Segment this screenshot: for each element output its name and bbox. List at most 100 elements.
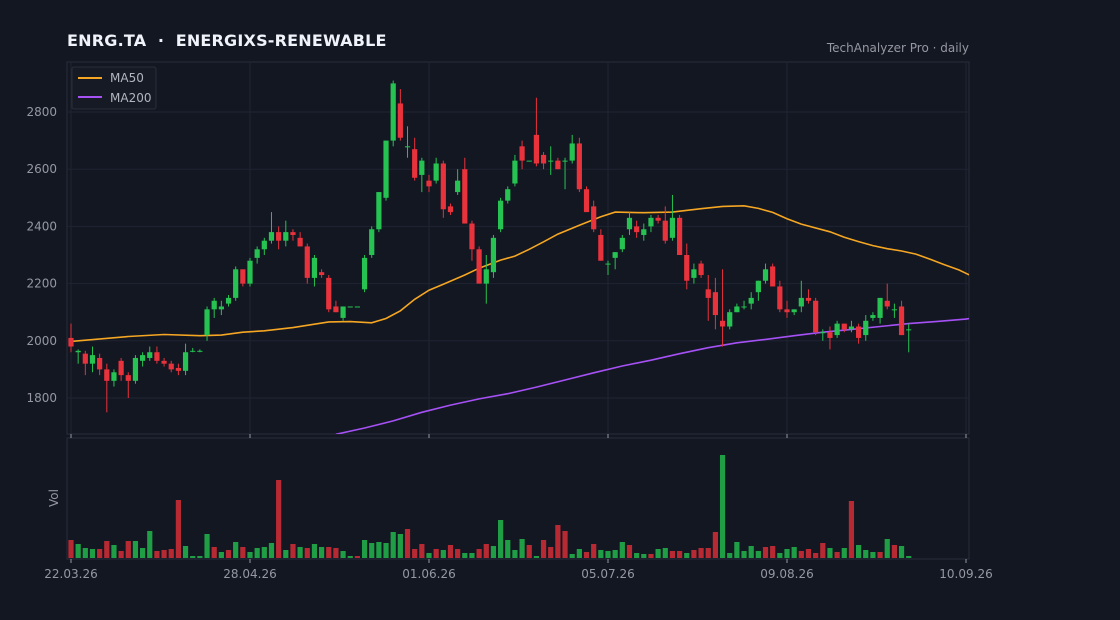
candle-body <box>856 326 862 338</box>
candle-body <box>462 169 468 224</box>
candle-body <box>154 352 160 361</box>
company-name: ENERGIXS-RENEWABLE <box>175 31 387 50</box>
volume-bar <box>669 551 676 558</box>
candle-body <box>748 297 754 304</box>
candle-body <box>125 375 131 381</box>
candle-body <box>848 326 855 330</box>
candle-body <box>626 217 633 230</box>
candle-body <box>712 292 718 316</box>
volume-bar <box>898 546 905 558</box>
volume-bar <box>490 546 497 558</box>
candle-body <box>891 309 897 311</box>
candle-body <box>225 297 232 304</box>
candle-body <box>805 297 812 301</box>
volume-bar <box>290 544 296 558</box>
volume-bar <box>97 549 103 558</box>
volume-bar <box>182 546 189 558</box>
candle-body <box>755 280 761 293</box>
candle-body <box>841 323 847 330</box>
candle-body <box>677 217 683 255</box>
candle-body <box>898 306 905 336</box>
volume-bar <box>662 548 668 558</box>
candle-body <box>89 355 96 364</box>
volume-bar <box>856 545 862 558</box>
candle-body <box>476 249 482 284</box>
volume-bar <box>691 550 697 558</box>
candle-body <box>404 146 411 148</box>
candle-body <box>147 352 153 358</box>
volume-bar <box>784 549 790 558</box>
candlestick-series <box>68 80 912 413</box>
volume-bar <box>798 551 804 558</box>
volume-bar <box>261 547 267 558</box>
volume-bar <box>712 532 718 558</box>
candle-body <box>440 163 446 210</box>
candle-body <box>390 83 396 141</box>
volume-bar <box>333 548 339 558</box>
candle-body <box>276 232 282 241</box>
source-label: TechAnalyzer Pro · daily <box>826 41 969 55</box>
candle-body <box>784 309 790 313</box>
candle-body <box>605 263 611 265</box>
price-tick-label: 2600 <box>26 162 57 176</box>
candle-body <box>118 360 124 376</box>
candle-body <box>254 249 260 258</box>
date-tick-label: 01.06.26 <box>402 567 455 581</box>
volume-bar <box>204 534 210 558</box>
candle-body <box>132 357 139 381</box>
volume-bar <box>727 553 733 558</box>
volume-bar <box>605 551 611 558</box>
volume-bar <box>419 544 425 558</box>
volume-bar <box>89 549 96 558</box>
candle-body <box>455 180 461 193</box>
candle-body <box>483 269 489 284</box>
candle-body <box>827 332 833 338</box>
moving-average-lines <box>70 204 969 434</box>
volume-bar <box>748 546 754 558</box>
volume-bar <box>598 550 604 558</box>
candle-body <box>906 329 912 331</box>
candle-body <box>655 217 661 221</box>
volume-bar <box>240 547 246 558</box>
volume-bar <box>125 541 131 558</box>
candle-body <box>648 217 654 227</box>
candle-body <box>161 360 167 364</box>
legend-ma50-label: MA50 <box>110 71 144 85</box>
volume-bar <box>705 548 711 558</box>
candle-body <box>698 263 704 276</box>
ticker-label: ENRG.TA <box>67 31 147 50</box>
candle-body <box>97 357 103 370</box>
candle-body <box>426 180 432 187</box>
volume-bar <box>254 548 260 558</box>
volume-bar <box>583 552 590 558</box>
volume-bar <box>326 547 332 558</box>
title-separator: · <box>157 31 165 50</box>
candle-body <box>182 352 189 371</box>
volume-bar <box>848 501 855 558</box>
candle-body <box>512 160 518 184</box>
candle-body <box>591 206 597 230</box>
candle-body <box>526 160 532 162</box>
candle-body <box>261 240 267 250</box>
candle-body <box>204 309 210 336</box>
volume-series <box>68 455 912 558</box>
volume-bar <box>512 550 518 558</box>
chart-title: ENRG.TA · ENERGIXS-RENEWABLE <box>67 31 387 50</box>
legend-ma200-label: MA200 <box>110 91 151 105</box>
volume-bar <box>548 547 554 558</box>
candle-body <box>569 143 575 161</box>
candle-body <box>662 220 668 241</box>
ma50-line <box>70 204 969 343</box>
candle-body <box>197 350 203 352</box>
candle-body <box>333 306 339 313</box>
candle-body <box>82 353 88 364</box>
candle-body <box>326 277 332 310</box>
candle-body <box>304 246 310 278</box>
volume-bar <box>755 551 761 558</box>
date-tick-label: 05.07.26 <box>581 567 634 581</box>
candle-body <box>813 300 819 333</box>
volume-bar <box>455 549 461 558</box>
volume-bar <box>140 548 146 558</box>
volume-bar <box>75 544 81 558</box>
ma200-line <box>335 317 969 434</box>
